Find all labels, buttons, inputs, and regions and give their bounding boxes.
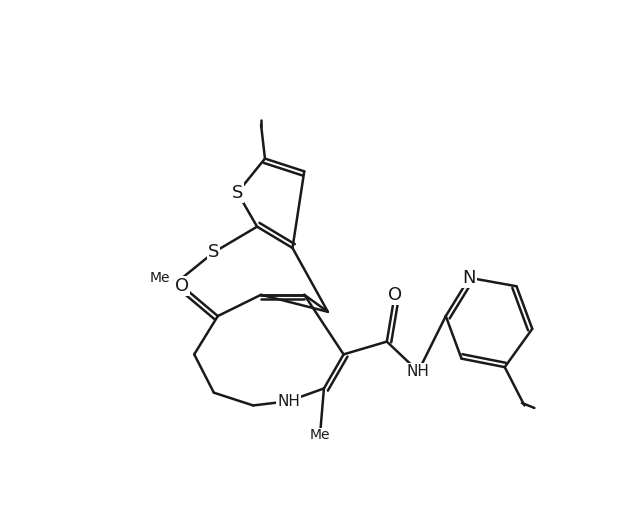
- Text: N: N: [463, 269, 476, 287]
- Text: NH: NH: [407, 364, 429, 379]
- Text: S: S: [232, 184, 243, 201]
- Text: O: O: [175, 277, 189, 295]
- Text: Me: Me: [310, 428, 330, 442]
- Text: Me: Me: [149, 271, 170, 285]
- Text: O: O: [388, 286, 402, 304]
- Text: S: S: [208, 243, 220, 261]
- Text: NH: NH: [277, 394, 300, 409]
